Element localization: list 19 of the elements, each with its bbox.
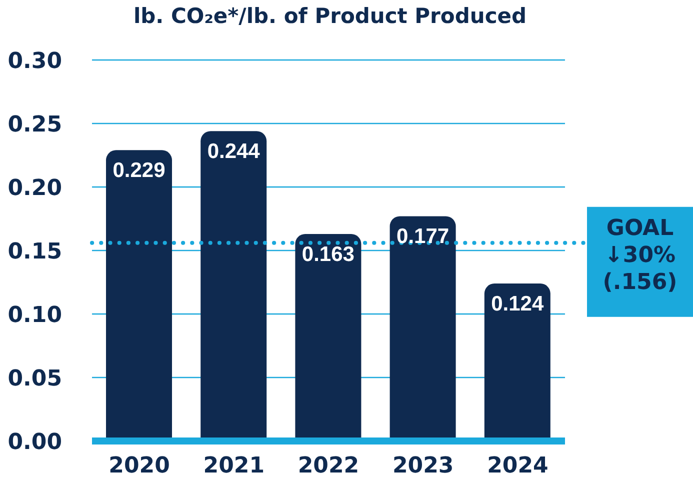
y-tick-label: 0.05 — [8, 366, 62, 392]
x-tick-label: 2022 — [298, 454, 360, 479]
y-tick-label: 0.00 — [8, 430, 62, 455]
data-label: 0.124 — [491, 292, 544, 316]
y-tick-label: 0.30 — [8, 48, 62, 74]
data-label: 0.229 — [112, 159, 166, 182]
x-tick-label: 2021 — [203, 454, 265, 479]
x-tick-label: 2023 — [392, 454, 454, 479]
data-label: 0.177 — [396, 225, 450, 248]
ref-line-label: GOAL ↓30% (.156) — [602, 216, 678, 295]
y-tick-label: 0.25 — [8, 112, 62, 138]
chart-title: lb. CO₂e*/lb. of Product Produced — [132, 4, 528, 28]
y-tick-label: 0.20 — [8, 176, 62, 201]
data-label: 0.163 — [302, 242, 354, 266]
y-tick-label: 0.15 — [8, 239, 62, 264]
data-label: 0.244 — [207, 140, 260, 164]
x-tick-label: 2024 — [487, 454, 548, 479]
y-tick-label: 0.10 — [8, 302, 62, 328]
x-tick-label: 2020 — [108, 454, 170, 479]
